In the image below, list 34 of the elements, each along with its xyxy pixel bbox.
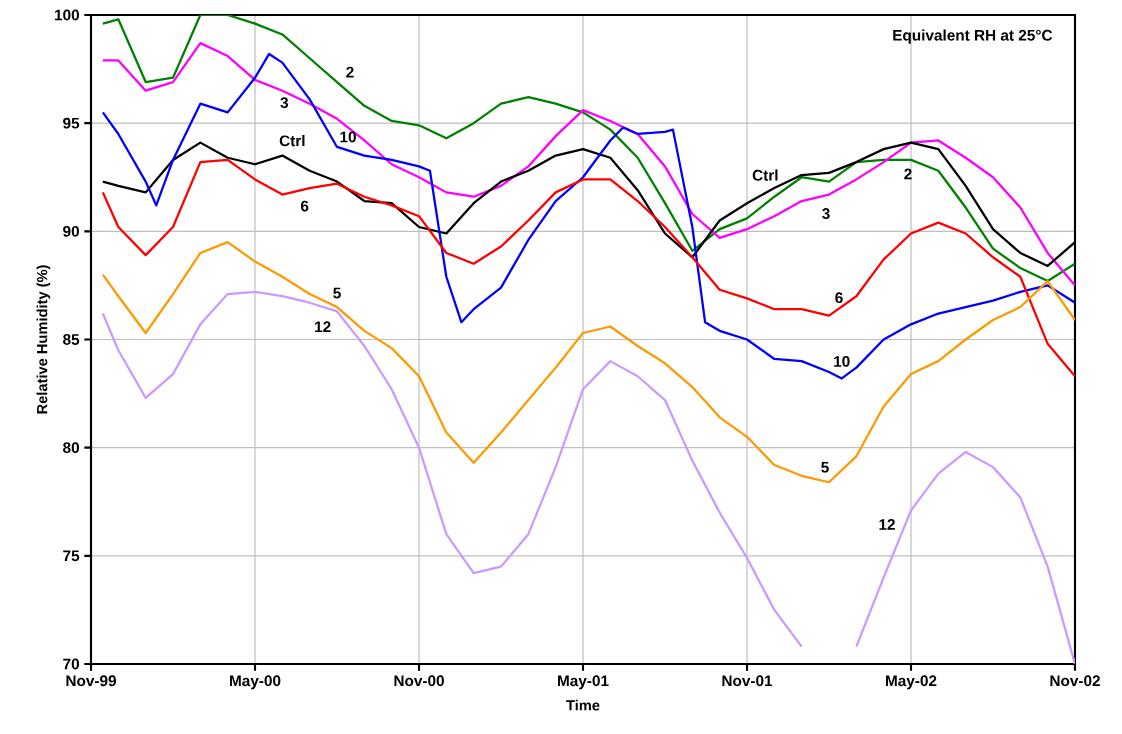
x-tick-label: Nov-02: [1050, 675, 1100, 687]
x-tick-label: Nov-00: [394, 675, 444, 687]
y-tick-label: 75: [63, 550, 80, 562]
text: 6: [300, 200, 309, 212]
line-series: [101, 158, 1075, 378]
text: Ctrl: [279, 134, 305, 147]
y-tick-label: 100: [55, 9, 79, 21]
text: 10: [340, 131, 356, 143]
text: 12: [315, 321, 331, 333]
line-series: [101, 52, 1075, 380]
x-tick-label: May-00: [230, 675, 281, 690]
y-tick-label: 90: [63, 225, 79, 237]
annotation: Equivalent RH at 25°C: [893, 29, 1053, 44]
series-label: 12: [879, 519, 895, 530]
series-label: 6: [835, 292, 843, 304]
y-tick-label: 80: [63, 442, 79, 454]
series-label: 2: [904, 168, 912, 180]
y-tick-label: 85: [63, 334, 80, 345]
x-axis-title: Time: [566, 699, 600, 711]
series-label: Ctrl: [752, 169, 778, 181]
series-label: 3: [280, 97, 289, 109]
x-tick-label: Nov-99: [66, 675, 116, 687]
text: 3: [822, 208, 830, 219]
y-axis-title: Relative Humidity (%): [36, 265, 51, 414]
text: 2: [346, 66, 354, 78]
x-tick-label: May-02: [886, 675, 937, 690]
series-label: 10: [834, 356, 850, 367]
y-tick-label: 70: [63, 658, 79, 670]
series-label: 5: [333, 287, 341, 299]
x-tick-label: Nov-01: [722, 675, 773, 687]
x-tick-label: May-01: [558, 675, 609, 690]
text: 5: [821, 461, 829, 473]
line-series: [101, 241, 1075, 484]
y-tick-label: 95: [63, 117, 80, 129]
